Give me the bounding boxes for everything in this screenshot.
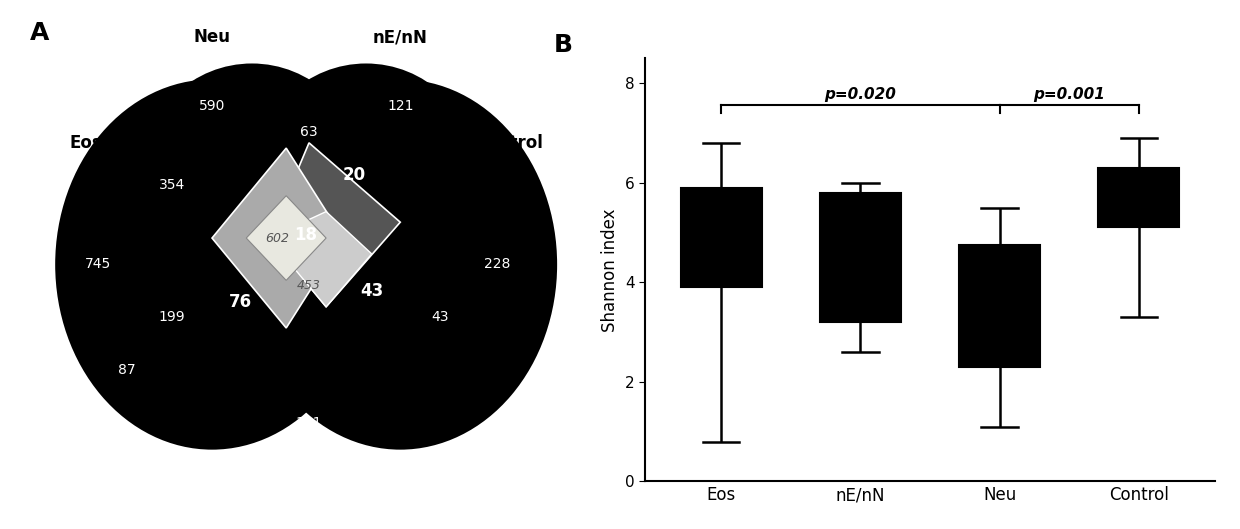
Text: 602: 602 (265, 232, 290, 244)
Text: B: B (553, 33, 573, 57)
Text: 43: 43 (432, 311, 449, 324)
Text: 121: 121 (387, 99, 413, 113)
Text: A: A (30, 21, 48, 45)
Text: Neu: Neu (193, 28, 231, 46)
Text: Control: Control (474, 134, 543, 152)
Text: 63: 63 (300, 125, 317, 139)
Text: 20: 20 (343, 166, 366, 184)
Text: 453: 453 (298, 279, 321, 292)
Ellipse shape (56, 79, 370, 450)
Text: 354: 354 (159, 178, 185, 192)
Text: 121: 121 (284, 453, 311, 467)
Polygon shape (247, 196, 326, 280)
Text: 121: 121 (284, 453, 311, 467)
Bar (681, 188, 761, 287)
Text: Eos: Eos (69, 134, 102, 152)
Text: 76: 76 (229, 293, 252, 311)
Text: 199: 199 (159, 311, 186, 324)
Bar (1099, 168, 1179, 227)
Text: 590: 590 (198, 99, 226, 113)
Text: p=0.001: p=0.001 (1033, 87, 1105, 102)
Y-axis label: Shannon index: Shannon index (601, 208, 619, 332)
Text: nE/nN: nE/nN (373, 28, 428, 46)
Polygon shape (269, 143, 401, 307)
Text: 18: 18 (295, 226, 317, 244)
Text: p=0.020: p=0.020 (825, 87, 897, 102)
Text: 43: 43 (360, 282, 383, 300)
Text: 228: 228 (484, 258, 511, 271)
Text: 745: 745 (84, 258, 112, 271)
Ellipse shape (243, 79, 557, 450)
Ellipse shape (258, 63, 475, 275)
Ellipse shape (144, 63, 361, 275)
Text: 87: 87 (118, 363, 135, 377)
Polygon shape (269, 212, 372, 307)
Bar (820, 193, 900, 322)
Text: 121: 121 (296, 416, 322, 430)
Bar (960, 245, 1040, 367)
Polygon shape (212, 148, 343, 328)
